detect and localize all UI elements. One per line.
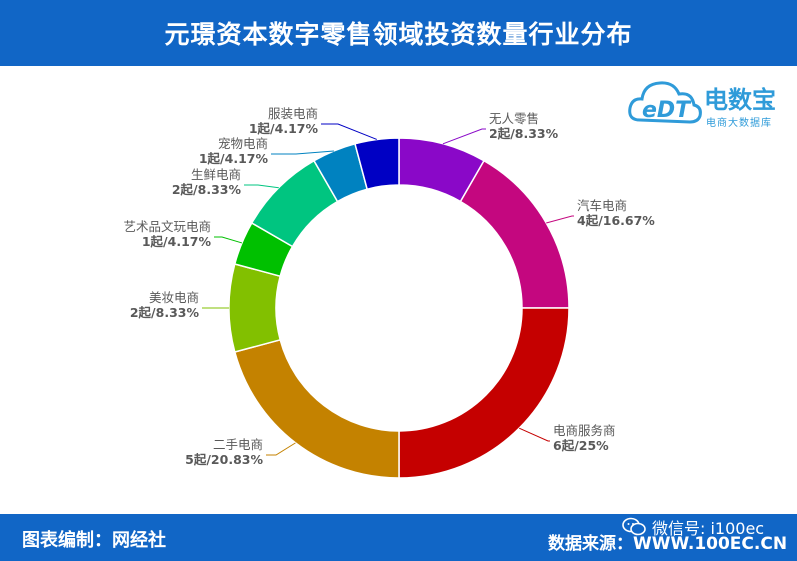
leader-line-3: [519, 427, 550, 442]
leader-line-6: [214, 236, 243, 244]
chart-slices: [228, 137, 570, 479]
slice-value-label: 1起/4.17%: [142, 234, 212, 249]
slice-2: [459, 159, 570, 309]
slice-name-label: 艺术品文玩电商: [123, 219, 211, 234]
logo-tagline: 电商大数据库: [706, 118, 772, 129]
slice-value-label: 4起/16.67%: [577, 213, 655, 228]
footer-editor: 图表编制：网经社: [22, 530, 166, 551]
slice-name-label: 汽车电商: [577, 198, 627, 213]
cloud-logo-icon: eDT: [628, 81, 702, 124]
leader-line-8: [271, 150, 334, 155]
leader-line-1: [442, 128, 486, 145]
header-bar: 元璟资本数字零售领域投资数量行业分布: [0, 0, 797, 66]
slice-value-label: 1起/4.17%: [199, 151, 269, 166]
leader-line-4: [266, 442, 296, 456]
slice-name-label: 生鲜电商: [191, 167, 241, 182]
slice-5: [228, 263, 282, 353]
footer-bar: 图表编制：网经社 数据来源：WWW.100EC.CN: [0, 514, 797, 561]
slice-name-label: 电商服务商: [553, 423, 616, 438]
slice-value-label: 2起/8.33%: [172, 182, 242, 197]
logo-mark: eDT: [642, 98, 692, 123]
slice-value-label: 2起/8.33%: [130, 305, 200, 320]
slice-name-label: 服装电商: [268, 106, 318, 121]
chart-labels: 无人零售2起/8.33%汽车电商4起/16.67%电商服务商6起/25%二手电商…: [123, 106, 655, 467]
slice-name-label: 无人零售: [489, 111, 539, 126]
slice-name-label: 美妆电商: [149, 290, 199, 305]
slice-value-label: 5起/20.83%: [185, 452, 263, 467]
slice-name-label: 宠物电商: [218, 136, 268, 151]
leader-line-7: [244, 184, 279, 189]
slice-name-label: 二手电商: [213, 437, 263, 452]
slice-value-label: 2起/8.33%: [489, 126, 559, 141]
logo-name: 电数宝: [704, 86, 776, 114]
slice-3: [398, 307, 570, 479]
slice-value-label: 6起/25%: [553, 438, 609, 453]
edt-logo: eDT 电数宝 电商大数据库: [626, 70, 796, 140]
leader-line-9: [321, 123, 377, 140]
wechat-watermark: 微信号: i100ec: [622, 515, 764, 539]
leader-line-2: [546, 215, 574, 224]
wechat-icon: [622, 517, 646, 536]
slice-value-label: 1起/4.17%: [249, 121, 319, 136]
slice-9: [354, 137, 400, 191]
chart-leader-lines: [202, 123, 574, 456]
page-title: 元璟资本数字零售领域投资数量行业分布: [164, 20, 633, 49]
footer-source: 数据来源：WWW.100EC.CN: [548, 534, 788, 554]
watermark-text: 微信号: i100ec: [652, 519, 765, 538]
